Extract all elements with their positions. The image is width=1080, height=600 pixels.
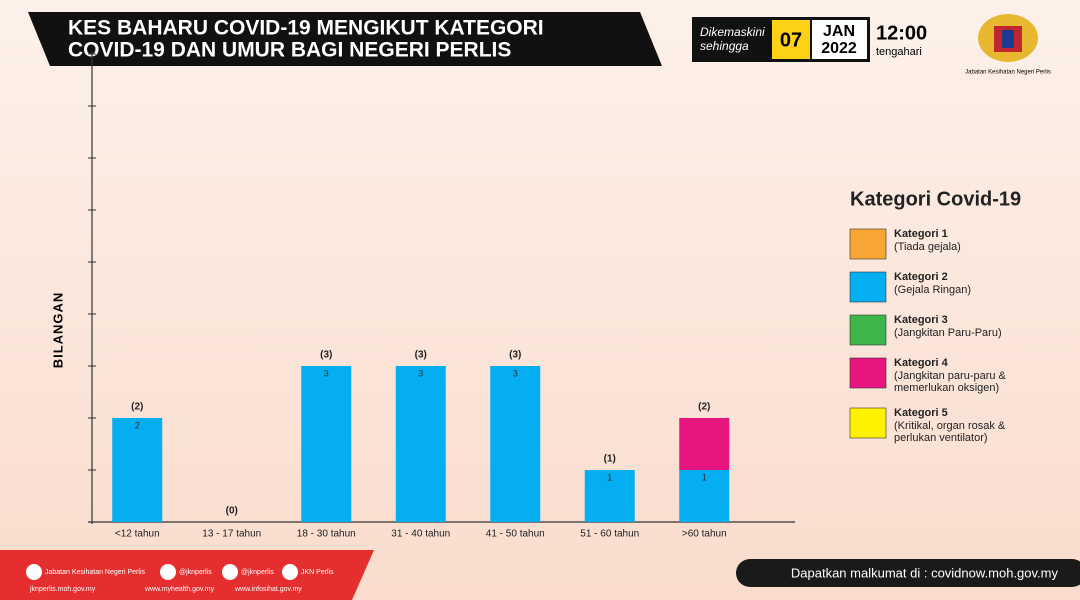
x-tick-label: 51 - 60 tahun [580, 529, 639, 540]
chart-title: KES BAHARU COVID-19 MENGIKUT KATEGORI [68, 17, 544, 40]
legend-swatch [849, 228, 887, 260]
x-tick-label: 13 - 17 tahun [202, 529, 261, 540]
bar-segment [679, 470, 730, 522]
data-label: 3 [513, 368, 518, 378]
x-tick-label: <12 tahun [115, 529, 160, 540]
total-label: (3) [415, 350, 427, 361]
total-label: (1) [604, 454, 616, 465]
data-label: 1 [702, 472, 707, 482]
legend-swatch [849, 314, 887, 346]
social-handle: Jabatan Kesihatan Negeri Perlis [45, 569, 146, 576]
bar-segment [679, 418, 730, 470]
data-label: 1 [607, 472, 612, 482]
legend-description: memerlukan oksigen) [894, 382, 999, 394]
legend-label: Kategori 4 [894, 357, 949, 369]
x-tick-label: 41 - 50 tahun [486, 529, 545, 540]
footer-banner [0, 550, 374, 600]
legend-swatch [849, 407, 887, 439]
social-icon [160, 564, 176, 580]
social-icon [282, 564, 298, 580]
month: JAN [823, 23, 855, 40]
year: 2022 [821, 40, 857, 57]
legend-label: Kategori 1 [894, 228, 948, 240]
legend-description: (Jangkitan Paru-Paru) [894, 327, 1002, 339]
bar-segment [112, 418, 163, 522]
updated-label: sehingga [700, 39, 749, 53]
bar-segment [490, 366, 541, 522]
day-box [772, 20, 810, 59]
total-label: (0) [226, 506, 238, 517]
data-label: 2 [135, 420, 140, 430]
social-handle: @jknperlis [241, 569, 274, 576]
social-icon [222, 564, 238, 580]
agency: Jabatan Kesihatan Negeri Perlis [965, 70, 1051, 76]
social-handle: JKN Perlis [301, 569, 334, 576]
legend-title: Kategori Covid-19 [850, 188, 1021, 210]
total-label: (3) [509, 350, 521, 361]
updated-label: Dikemaskini [700, 25, 765, 39]
bar-segment [301, 366, 352, 522]
legend-description: (Tiada gejala) [894, 241, 961, 253]
x-tick-label: >60 tahun [682, 529, 727, 540]
time-note: tengahari [876, 46, 922, 58]
chart-title: COVID-19 DAN UMUR BAGI NEGERI PERLIS [68, 39, 511, 62]
bar-segment [395, 366, 446, 522]
legend-description: (Jangkitan paru-paru & [894, 370, 1007, 382]
footer-link: jknperlis.moh.gov.my [29, 586, 96, 593]
total-label: (2) [131, 402, 143, 413]
total-label: (2) [698, 402, 710, 413]
footer-link: www.infosihat.gov.my [234, 586, 302, 593]
legend-swatch [849, 357, 887, 389]
footer-link: www.myhealth.gov.my [144, 586, 215, 593]
legend-swatch [849, 271, 887, 303]
time: 12:00 [876, 22, 927, 44]
legend-description: (Kritikal, organ rosak & [894, 420, 1006, 432]
month-box [812, 20, 867, 59]
day: 07 [780, 29, 802, 51]
info-text: Dapatkan malkumat di : covidnow.moh.gov.… [791, 565, 1059, 580]
legend-description: perlukan ventilator) [894, 432, 988, 444]
legend-label: Kategori 3 [894, 314, 948, 326]
title-banner [28, 12, 662, 66]
total-label: (3) [320, 350, 332, 361]
legend-description: (Gejala Ringan) [894, 284, 971, 296]
x-tick-label: 18 - 30 tahun [297, 529, 356, 540]
crest [978, 14, 1038, 62]
x-tick-label: 31 - 40 tahun [391, 529, 450, 540]
info-banner [736, 559, 1080, 587]
legend-label: Kategori 5 [894, 407, 948, 419]
data-label: 3 [418, 368, 423, 378]
crest-center [1002, 30, 1014, 48]
bar-segment [584, 470, 635, 522]
legend-label: Kategori 2 [894, 271, 948, 283]
social-icon [26, 564, 42, 580]
social-handle: @jknperlis [179, 569, 212, 576]
y-axis-label: BILANGAN [50, 292, 65, 369]
data-label: 3 [324, 368, 329, 378]
